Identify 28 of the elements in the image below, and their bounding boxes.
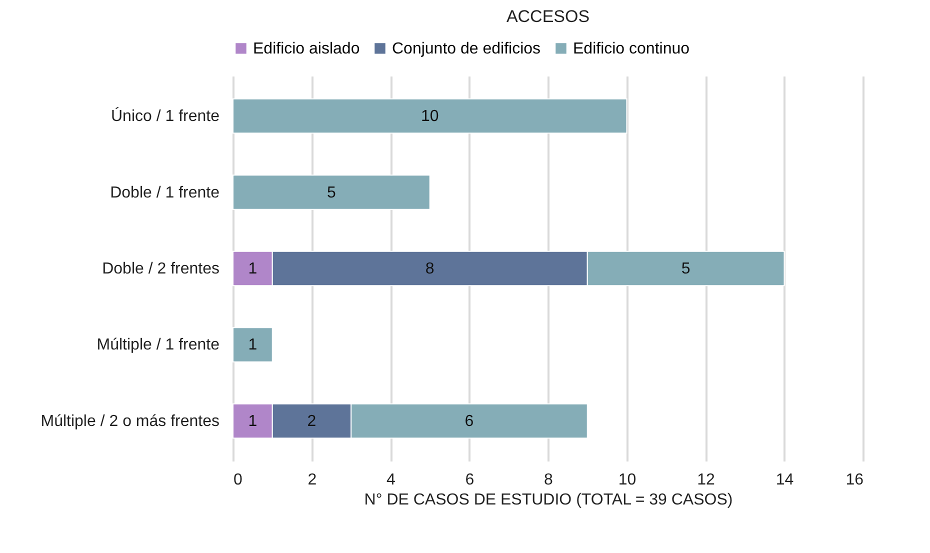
x-tick-label: 10: [618, 472, 636, 488]
x-tick-label: 0: [234, 472, 242, 488]
data-label: 5: [326, 184, 336, 202]
data-label: 6: [464, 412, 474, 430]
y-tick-label: Doble / 2 frentes: [102, 260, 220, 278]
x-tick-label: 8: [544, 472, 554, 488]
y-tick-label: Único / 1 frente: [111, 107, 220, 126]
x-tick-label: 6: [465, 472, 474, 488]
y-tick-label: Múltiple / 2 o más frentes: [40, 412, 220, 430]
x-tick-label: 14: [776, 472, 794, 488]
y-tick-label: Doble / 1 frente: [110, 184, 220, 202]
data-label: 8: [425, 260, 434, 278]
data-label: 5: [681, 260, 690, 278]
legend-label: Conjunto de edificios: [392, 40, 541, 58]
data-label: 1: [248, 336, 258, 354]
x-tick-label: 16: [846, 472, 864, 488]
x-tick-label: 2: [308, 472, 317, 488]
data-label: 1: [248, 412, 258, 430]
legend-label: Edificio aislado: [253, 40, 360, 58]
chart-title: ACCESOS: [506, 7, 590, 26]
x-tick-label: 4: [386, 472, 396, 488]
legend-label: Edificio continuo: [573, 40, 690, 58]
data-label: 1: [248, 260, 258, 278]
x-axis-title: N° DE CASOS DE ESTUDIO (TOTAL = 39 CASOS): [364, 492, 733, 508]
y-tick-label: Múltiple / 1 frente: [96, 336, 220, 354]
data-label: 2: [307, 412, 316, 430]
x-tick-label: 12: [697, 472, 715, 488]
data-label: 10: [420, 108, 439, 126]
